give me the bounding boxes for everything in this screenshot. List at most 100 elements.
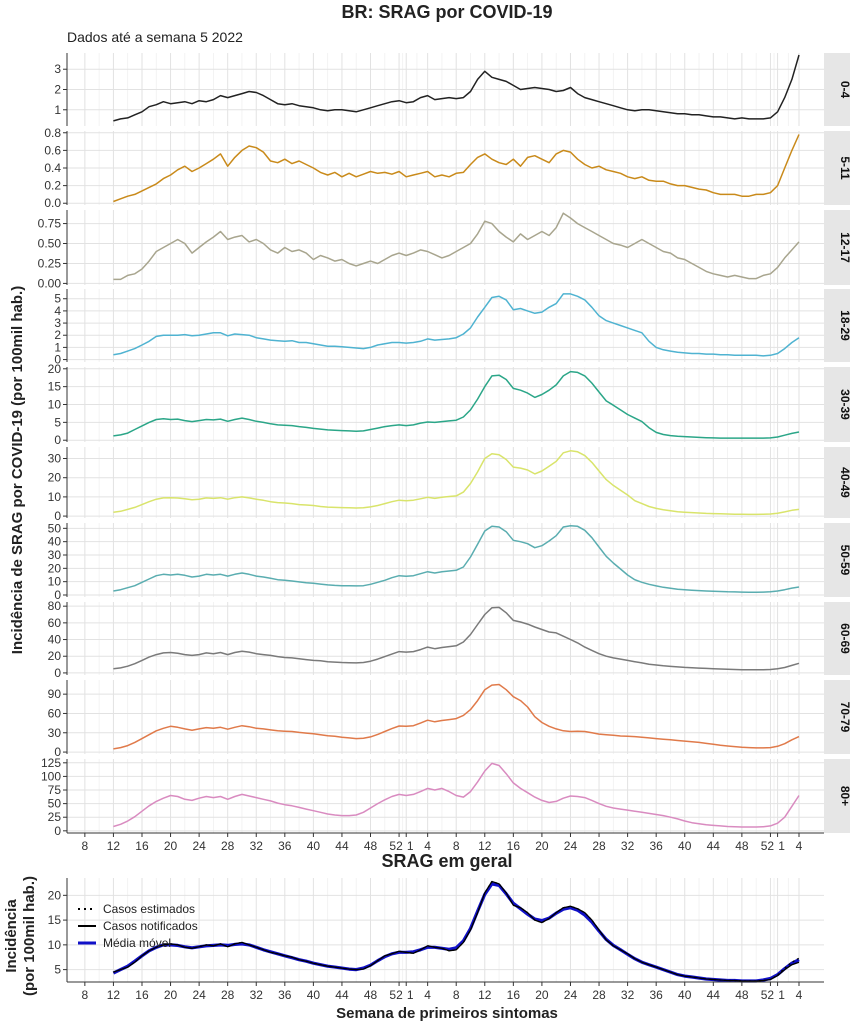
- legend-moving-label: Média móvel: [103, 936, 171, 950]
- y-tick-label: 0.25: [38, 256, 62, 270]
- series-line-80+: [113, 762, 800, 828]
- y-tick-label: 5: [54, 963, 61, 977]
- facet-strip-label: 0-4: [838, 81, 852, 99]
- x-tick-label: 24: [192, 988, 206, 1002]
- panel-background: [67, 680, 824, 754]
- bottom-chart-title: SRAG em geral: [381, 851, 512, 871]
- y-tick-label: 30: [48, 726, 62, 740]
- panel-background: [67, 447, 824, 518]
- x-tick-label: 52: [761, 839, 775, 853]
- x-tick-label: 8: [453, 839, 460, 853]
- facet-strip: [824, 680, 850, 754]
- x-tick-label: 16: [507, 839, 521, 853]
- bottom-y-axis-title-line2: (por 100mil hab.): [21, 876, 38, 996]
- y-tick-label: 4: [54, 304, 61, 318]
- y-tick-label: 50: [48, 521, 62, 535]
- x-tick-label: 24: [564, 839, 578, 853]
- y-tick-label: 30: [48, 548, 62, 562]
- x-tick-label: 28: [221, 839, 235, 853]
- x-tick-label: 1: [407, 988, 414, 1002]
- y-tick-label: 2: [54, 83, 61, 97]
- y-tick-label: 0.75: [38, 217, 62, 231]
- y-tick-label: 0.6: [44, 143, 61, 157]
- y-tick-label: 0: [54, 509, 61, 523]
- y-tick-label: 0.4: [44, 161, 61, 175]
- y-tick-label: 50: [48, 797, 62, 811]
- y-axis-title: Incidência de SRAG por COVID-19 (por 100…: [9, 286, 26, 654]
- panel-1: 0.0 0.2 0.4 0.6 0.8 5-11: [44, 126, 852, 210]
- y-tick-label: 10: [48, 490, 62, 504]
- x-tick-label: 44: [335, 839, 349, 853]
- series-line-60-69: [113, 606, 800, 671]
- x-tick-label: 28: [221, 988, 235, 1002]
- facet-strip: [824, 53, 850, 126]
- y-tick-label: 0.0: [44, 196, 61, 210]
- panel-5: 0 10 20 30 40-49: [48, 447, 852, 523]
- series-line-18-29: [113, 293, 800, 357]
- x-tick-label: 52: [761, 988, 775, 1002]
- x-tick-label: 20: [535, 839, 549, 853]
- series-line-casos-estimados: [113, 880, 800, 982]
- y-tick-label: 90: [48, 687, 62, 701]
- x-tick-label: 52: [389, 988, 403, 1002]
- facet-strip-label: 40-49: [838, 467, 852, 498]
- x-tick-label: 44: [707, 988, 721, 1002]
- y-tick-label: 20: [48, 561, 62, 575]
- panel-4: 0 5 10 15 20 30-39: [48, 362, 852, 447]
- y-tick-label: 0: [54, 745, 61, 759]
- facet-strip: [824, 367, 850, 442]
- facet-strip-label: 12-17: [838, 232, 852, 263]
- x-tick-label: 20: [164, 988, 178, 1002]
- y-tick-label: 40: [48, 633, 62, 647]
- x-tick-label: 12: [107, 988, 121, 1002]
- facet-strip: [824, 289, 850, 362]
- x-tick-label: 8: [82, 839, 89, 853]
- x-tick-label: 48: [364, 988, 378, 1002]
- x-tick-label: 4: [424, 839, 431, 853]
- x-tick-label: 32: [250, 988, 264, 1002]
- series-line-70-79: [113, 683, 800, 750]
- x-tick-label: 36: [278, 988, 292, 1002]
- panel-background: [67, 210, 824, 285]
- x-tick-label: 12: [478, 839, 492, 853]
- series-line-5-11: [113, 134, 800, 203]
- facet-strip: [824, 759, 850, 833]
- x-tick-label: 32: [621, 988, 635, 1002]
- x-tick-label: 40: [307, 988, 321, 1002]
- y-tick-label: 30: [48, 452, 62, 466]
- x-tick-label: 48: [364, 839, 378, 853]
- series-line-12-17: [113, 212, 800, 281]
- y-tick-label: 0: [54, 588, 61, 602]
- y-tick-label: 20: [48, 362, 62, 376]
- y-tick-label: 5: [54, 292, 61, 306]
- panel-background: [67, 602, 824, 675]
- x-tick-label: 16: [507, 988, 521, 1002]
- facet-strip: [824, 210, 850, 285]
- x-tick-label: 24: [564, 988, 578, 1002]
- y-tick-label: 5: [54, 415, 61, 429]
- x-tick-label: 28: [592, 839, 606, 853]
- y-tick-label: 15: [48, 913, 62, 927]
- facet-strip: [824, 447, 850, 518]
- y-tick-label: 80: [48, 599, 62, 613]
- legend-notified-label: Casos notificados: [103, 919, 198, 933]
- x-tick-label: 20: [535, 988, 549, 1002]
- x-tick-label: 44: [707, 839, 721, 853]
- series-line-0-4: [113, 54, 800, 122]
- y-tick-label: 20: [48, 888, 62, 902]
- x-tick-label: 4: [796, 839, 803, 853]
- y-tick-label: 125: [41, 756, 61, 770]
- x-tick-label: 1: [778, 988, 785, 1002]
- y-tick-label: 0.50: [38, 237, 62, 251]
- y-tick-label: 1: [54, 103, 61, 117]
- facet-strip-label: 50-59: [838, 545, 852, 576]
- x-tick-label: 36: [649, 839, 663, 853]
- x-tick-label: 40: [678, 839, 692, 853]
- facet-strip: [824, 131, 850, 205]
- y-tick-label: 0.2: [44, 179, 61, 193]
- y-tick-label: 100: [41, 769, 61, 783]
- series-line-50-59: [113, 524, 800, 593]
- y-tick-label: 60: [48, 706, 62, 720]
